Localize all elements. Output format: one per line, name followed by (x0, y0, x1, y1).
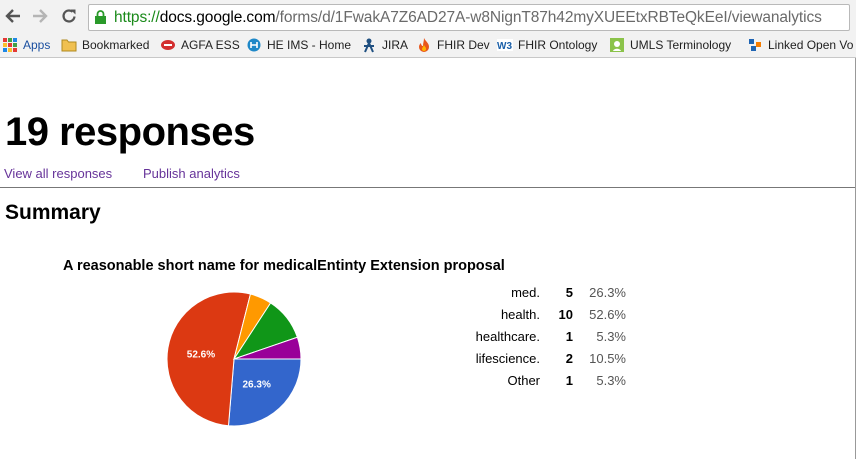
legend-label: health. (500, 307, 540, 322)
pie-slice-health[interactable] (166, 291, 252, 427)
bookmark-agfa[interactable]: AGFA ESS (160, 37, 240, 53)
bookmark-umls[interactable]: UMLS Terminology (609, 37, 731, 53)
svg-text:W3: W3 (497, 41, 512, 52)
legend-percent: 5.3% (596, 329, 626, 344)
legend-percent: 5.3% (596, 373, 626, 388)
legend-percent: 26.3% (589, 285, 626, 300)
folder-icon (61, 37, 77, 53)
agfa-icon (160, 37, 176, 53)
legend-count: 10 (558, 307, 573, 322)
legend-percent: 10.5% (589, 351, 626, 366)
summary-heading: Summary (5, 201, 101, 224)
legend-percent: 52.6% (589, 307, 626, 322)
bookmarks-bar: Apps Bookmarked AGFA ESS HE IMS - Home J… (0, 33, 856, 58)
lock-icon (94, 10, 107, 30)
browser-toolbar: https://docs.google.com/forms/d/1FwakA7Z… (0, 0, 856, 33)
bookmark-he-ims[interactable]: HE IMS - Home (246, 37, 351, 53)
legend-count: 5 (565, 285, 573, 300)
lov-icon (747, 37, 763, 53)
question-title: A reasonable short name for medicalEntin… (63, 258, 505, 274)
legend-label: healthcare. (475, 329, 540, 344)
pie-chart: 26.3% 52.6% (166, 291, 302, 427)
pie-slice-med[interactable] (227, 358, 302, 427)
legend-count: 1 (565, 373, 573, 388)
pie-slice-label: 26.3% (243, 380, 271, 391)
divider (0, 187, 856, 188)
legend-label: Other (507, 373, 540, 388)
bookmark-bookmarked[interactable]: Bookmarked (61, 37, 149, 53)
pie-slice-other[interactable] (233, 336, 302, 360)
pie-slice-label: 52.6% (187, 349, 215, 360)
reload-icon[interactable] (58, 5, 80, 27)
back-icon[interactable] (2, 5, 24, 27)
publish-analytics-link[interactable]: Publish analytics (143, 166, 240, 181)
page-title: 19 responses (5, 110, 255, 154)
legend-label: lifescience. (475, 351, 540, 366)
bookmark-apps[interactable]: Apps (2, 37, 50, 53)
address-bar[interactable]: https://docs.google.com/forms/d/1FwakA7Z… (88, 4, 850, 31)
legend-label: med. (511, 285, 540, 300)
umls-icon (609, 37, 625, 53)
fhir-flame-icon (416, 37, 432, 53)
w3c-icon: W3 (497, 37, 513, 53)
jira-icon (361, 37, 377, 53)
view-all-responses-link[interactable]: View all responses (4, 166, 113, 181)
legend-count: 1 (565, 329, 573, 344)
bookmark-jira[interactable]: JIRA (361, 37, 408, 53)
legend-count: 2 (565, 351, 573, 366)
bookmark-linked-open-vocab[interactable]: Linked Open Vo (747, 37, 853, 53)
forward-icon[interactable] (29, 5, 51, 27)
apps-grid-icon (2, 37, 18, 53)
url-text: https://docs.google.com/forms/d/1FwakA7Z… (114, 9, 822, 26)
he-ims-icon (246, 37, 262, 53)
bookmark-fhir-ontology[interactable]: W3 FHIR Ontology (497, 37, 598, 53)
bookmark-fhir-dev[interactable]: FHIR Dev (416, 37, 490, 53)
